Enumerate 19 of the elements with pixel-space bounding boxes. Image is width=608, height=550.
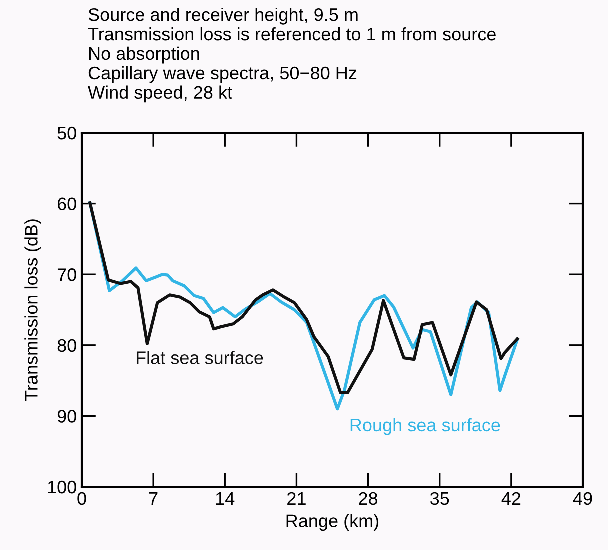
series-label: Rough sea surface [350, 418, 500, 436]
x-tick-label: 0 [78, 492, 86, 506]
x-tick-label: 21 [288, 492, 306, 505]
x-tick-label: 42 [502, 492, 521, 505]
y-tick-label: 50 [58, 126, 76, 140]
chart-title: Source and receiver height, 9.5 m Transmission loss is referenced to 1 m from source No absorption Capillary wave spectra, 50−80 Hz Wind speed, 28 kt [88, 8, 496, 103]
x-tick-label: 14 [216, 492, 235, 505]
x-tick-label: 49 [573, 492, 592, 506]
y-axis-title: Transmission loss (dB) [24, 220, 42, 402]
y-tick-label: 60 [58, 198, 76, 211]
y-tick-label: 80 [58, 339, 76, 352]
series-label: Flat sea surface [136, 351, 264, 364]
x-tick-label: 7 [149, 492, 158, 505]
y-tick-label: 100 [48, 480, 76, 494]
x-tick-label: 35 [430, 492, 450, 506]
x-axis-title: Range (km) [286, 514, 379, 532]
x-tick-label: 28 [359, 492, 378, 506]
y-tick-label: 90 [58, 410, 76, 423]
y-tick-label: 70 [58, 268, 76, 282]
